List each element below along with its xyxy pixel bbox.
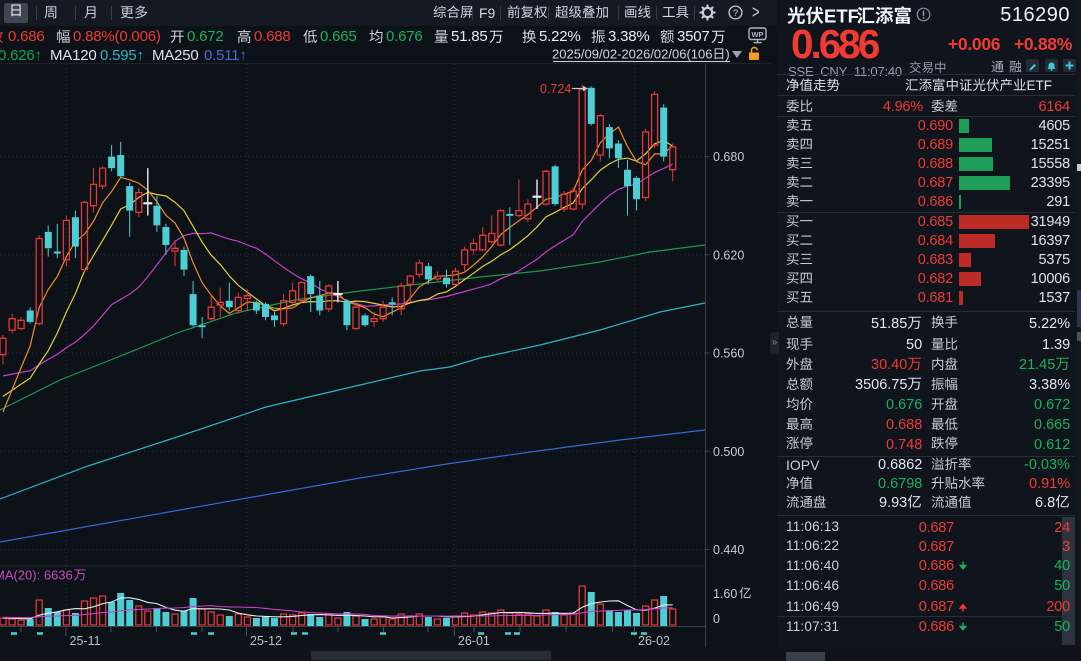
svg-text:0.620: 0.620: [713, 248, 744, 262]
svg-text:0.665: 0.665: [1034, 417, 1070, 433]
svg-text:3.38%: 3.38%: [1029, 377, 1070, 393]
svg-text:0.440: 0.440: [713, 543, 744, 557]
svg-text:6.8: 6.8: [1035, 495, 1055, 511]
svg-text:21.45: 21.45: [1019, 357, 1055, 373]
svg-text:30.40: 30.40: [871, 357, 907, 373]
svg-text:26-02: 26-02: [638, 634, 670, 648]
svg-text:25-11: 25-11: [70, 634, 101, 648]
svg-text:3506.75: 3506.75: [855, 377, 907, 393]
svg-text:0.688: 0.688: [886, 417, 922, 433]
svg-text:0.680: 0.680: [713, 150, 744, 164]
svg-text:0.500: 0.500: [713, 445, 744, 459]
svg-text:-0.03%: -0.03%: [1024, 457, 1070, 473]
svg-text:0.676: 0.676: [886, 397, 922, 413]
svg-text:0.748: 0.748: [886, 437, 922, 453]
svg-text:1.39: 1.39: [1042, 337, 1070, 353]
svg-text:1.60: 1.60: [713, 587, 737, 601]
svg-text:0.560: 0.560: [713, 347, 744, 361]
svg-text:0.91%: 0.91%: [1029, 476, 1070, 492]
svg-text:?: ?: [733, 8, 738, 19]
svg-text:9.93: 9.93: [879, 495, 907, 511]
svg-text:26-01: 26-01: [458, 634, 490, 648]
svg-text:0: 0: [713, 612, 720, 626]
svg-text:50: 50: [906, 337, 922, 353]
svg-text:51.85: 51.85: [871, 316, 907, 332]
svg-text:0.724: 0.724: [540, 82, 571, 96]
svg-text:2025/09/02-2026/02/06(106: 2025/09/02-2026/02/06(106: [552, 47, 712, 61]
svg-text:0.672: 0.672: [1034, 397, 1070, 413]
svg-text:ETF: ETF: [824, 6, 859, 26]
svg-text:MA(20): 6636: MA(20): 6636: [0, 568, 73, 582]
svg-text:0.612: 0.612: [1034, 437, 1070, 453]
svg-text:5.22%: 5.22%: [1029, 316, 1070, 332]
svg-text:WP: WP: [751, 30, 763, 39]
svg-text:0.6862: 0.6862: [878, 457, 922, 473]
svg-text:): ): [725, 47, 729, 61]
svg-text:ETF: ETF: [1027, 78, 1053, 93]
svg-text:0.6798: 0.6798: [878, 476, 922, 492]
svg-text:25-12: 25-12: [250, 634, 282, 648]
